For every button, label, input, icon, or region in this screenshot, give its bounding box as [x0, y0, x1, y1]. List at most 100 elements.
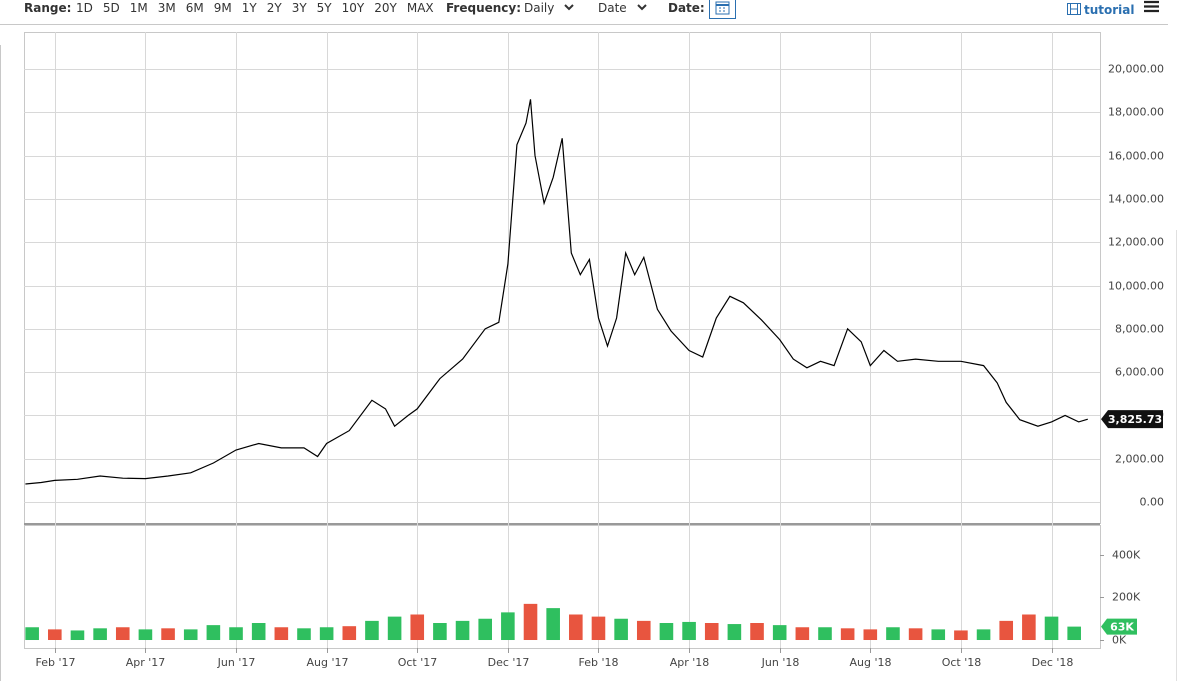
y-tick-label: 8,000.00	[1115, 323, 1164, 336]
date-label: Date:	[668, 1, 705, 15]
volume-bar	[48, 629, 62, 641]
x-tick-label: Apr '17	[126, 656, 166, 669]
x-tick-label: Feb '18	[579, 656, 619, 669]
volume-bar	[818, 627, 832, 641]
range-button[interactable]: 5D	[102, 1, 120, 15]
tutorial-link[interactable]: tutorial	[1084, 3, 1135, 17]
volume-bar	[229, 627, 243, 641]
range-button[interactable]: MAX	[406, 1, 434, 15]
volume-bar	[433, 623, 447, 641]
calendar-button[interactable]	[709, 0, 736, 19]
volume-bar	[704, 623, 719, 641]
volume-bar	[523, 603, 538, 641]
y-tick-label: 6,000.00	[1115, 366, 1164, 379]
last-value-label: 3,825.73	[1108, 413, 1162, 426]
tutorial-icon	[1067, 3, 1081, 15]
frequency-label: Frequency:	[446, 1, 522, 15]
volume-bar	[659, 623, 674, 641]
volume-bar	[365, 620, 379, 641]
range-button[interactable]: 1M	[129, 1, 148, 15]
price-line	[25, 99, 1088, 485]
volume-bar	[297, 628, 311, 641]
volume-bar	[251, 623, 266, 641]
range-button[interactable]: 1Y	[241, 1, 257, 15]
range-label: Range:	[24, 1, 72, 15]
y-tick-label: 16,000.00	[1108, 150, 1164, 163]
x-tick-label: Jun '17	[217, 656, 256, 669]
mode-dropdown[interactable]: Date	[598, 1, 627, 15]
last-volume-badge	[1101, 618, 1137, 635]
y-tick-label: 200K	[1112, 591, 1141, 604]
volume-bar	[976, 629, 991, 641]
x-tick-label: Dec '17	[488, 656, 530, 669]
volume-bar	[999, 620, 1014, 641]
volume-bar	[410, 614, 425, 641]
plot-frame	[24, 32, 1101, 524]
x-tick-label: Dec '18	[1032, 656, 1074, 669]
toolbar: Range: 1D 5D 1M 3M 6M 9M 1Y 2Y 3Y 5Y 10Y 20Y MAX Fre…	[0, 0, 1168, 25]
volume-bar	[682, 621, 696, 641]
last-value-badge	[1101, 410, 1163, 429]
last-volume-label: 63K	[1110, 621, 1134, 634]
y-tick-label: 0K	[1112, 634, 1127, 647]
volume-bar	[115, 627, 130, 641]
volume-bar	[931, 629, 946, 641]
volume-bar	[840, 628, 855, 641]
plot-frame	[24, 525, 1101, 649]
x-tick-label: Aug '18	[850, 656, 892, 669]
volume-bar	[319, 627, 334, 641]
range-button[interactable]: 6M	[185, 1, 204, 15]
volume-bar	[387, 616, 402, 641]
y-tick-label: 18,000.00	[1108, 106, 1164, 119]
volume-bar	[546, 608, 560, 641]
volume-bar	[954, 630, 968, 641]
volume-bar	[501, 612, 515, 641]
x-tick-label: Oct '17	[398, 656, 438, 669]
volume-bar	[636, 620, 651, 641]
y-tick-label: 2,000.00	[1115, 453, 1164, 466]
range-button[interactable]: 3Y	[291, 1, 307, 15]
volume-bar	[750, 623, 764, 641]
volume-bar	[183, 629, 198, 641]
menu-button[interactable]	[1144, 0, 1159, 13]
range-button[interactable]: 20Y	[374, 1, 397, 15]
volume-bar	[569, 614, 583, 641]
range-button[interactable]: 10Y	[341, 1, 365, 15]
x-tick-label: Feb '17	[36, 656, 76, 669]
volume-bar	[138, 629, 153, 641]
x-tick-label: Aug '17	[307, 656, 349, 669]
y-tick-label: 10,000.00	[1108, 280, 1164, 293]
x-tick-label: Oct '18	[942, 656, 982, 669]
volume-bar	[1067, 626, 1081, 641]
volume-bar	[591, 616, 606, 641]
y-tick-label: 20,000.00	[1108, 63, 1164, 76]
volume-bar	[908, 628, 923, 641]
volume-bar	[70, 630, 85, 641]
chevron	[564, 4, 574, 11]
volume-bar	[863, 629, 878, 641]
chevron	[637, 4, 647, 11]
frequency-dropdown[interactable]: Daily	[524, 1, 555, 15]
range-button[interactable]: 5Y	[316, 1, 332, 15]
volume-bar	[772, 625, 787, 641]
y-tick-label: 12,000.00	[1108, 236, 1164, 249]
x-tick-label: Apr '18	[670, 656, 710, 669]
volume-bar	[25, 627, 39, 641]
volume-bar	[478, 618, 493, 641]
y-tick-label: 400K	[1112, 549, 1141, 562]
volume-bar	[161, 628, 175, 641]
volume-bar	[455, 620, 470, 641]
volume-bar	[1022, 614, 1036, 641]
range-button[interactable]: 3M	[157, 1, 176, 15]
x-tick-label: Jun '18	[761, 656, 800, 669]
volume-bar	[206, 625, 221, 641]
volume-bar	[1044, 616, 1059, 641]
volume-bar	[342, 626, 357, 641]
volume-bar	[795, 627, 810, 641]
y-tick-label: 0.00	[1140, 496, 1165, 509]
range-button[interactable]: 9M	[213, 1, 232, 15]
volume-bar	[274, 627, 289, 641]
range-button[interactable]: 2Y	[266, 1, 282, 15]
range-button[interactable]: 1D	[76, 1, 93, 15]
